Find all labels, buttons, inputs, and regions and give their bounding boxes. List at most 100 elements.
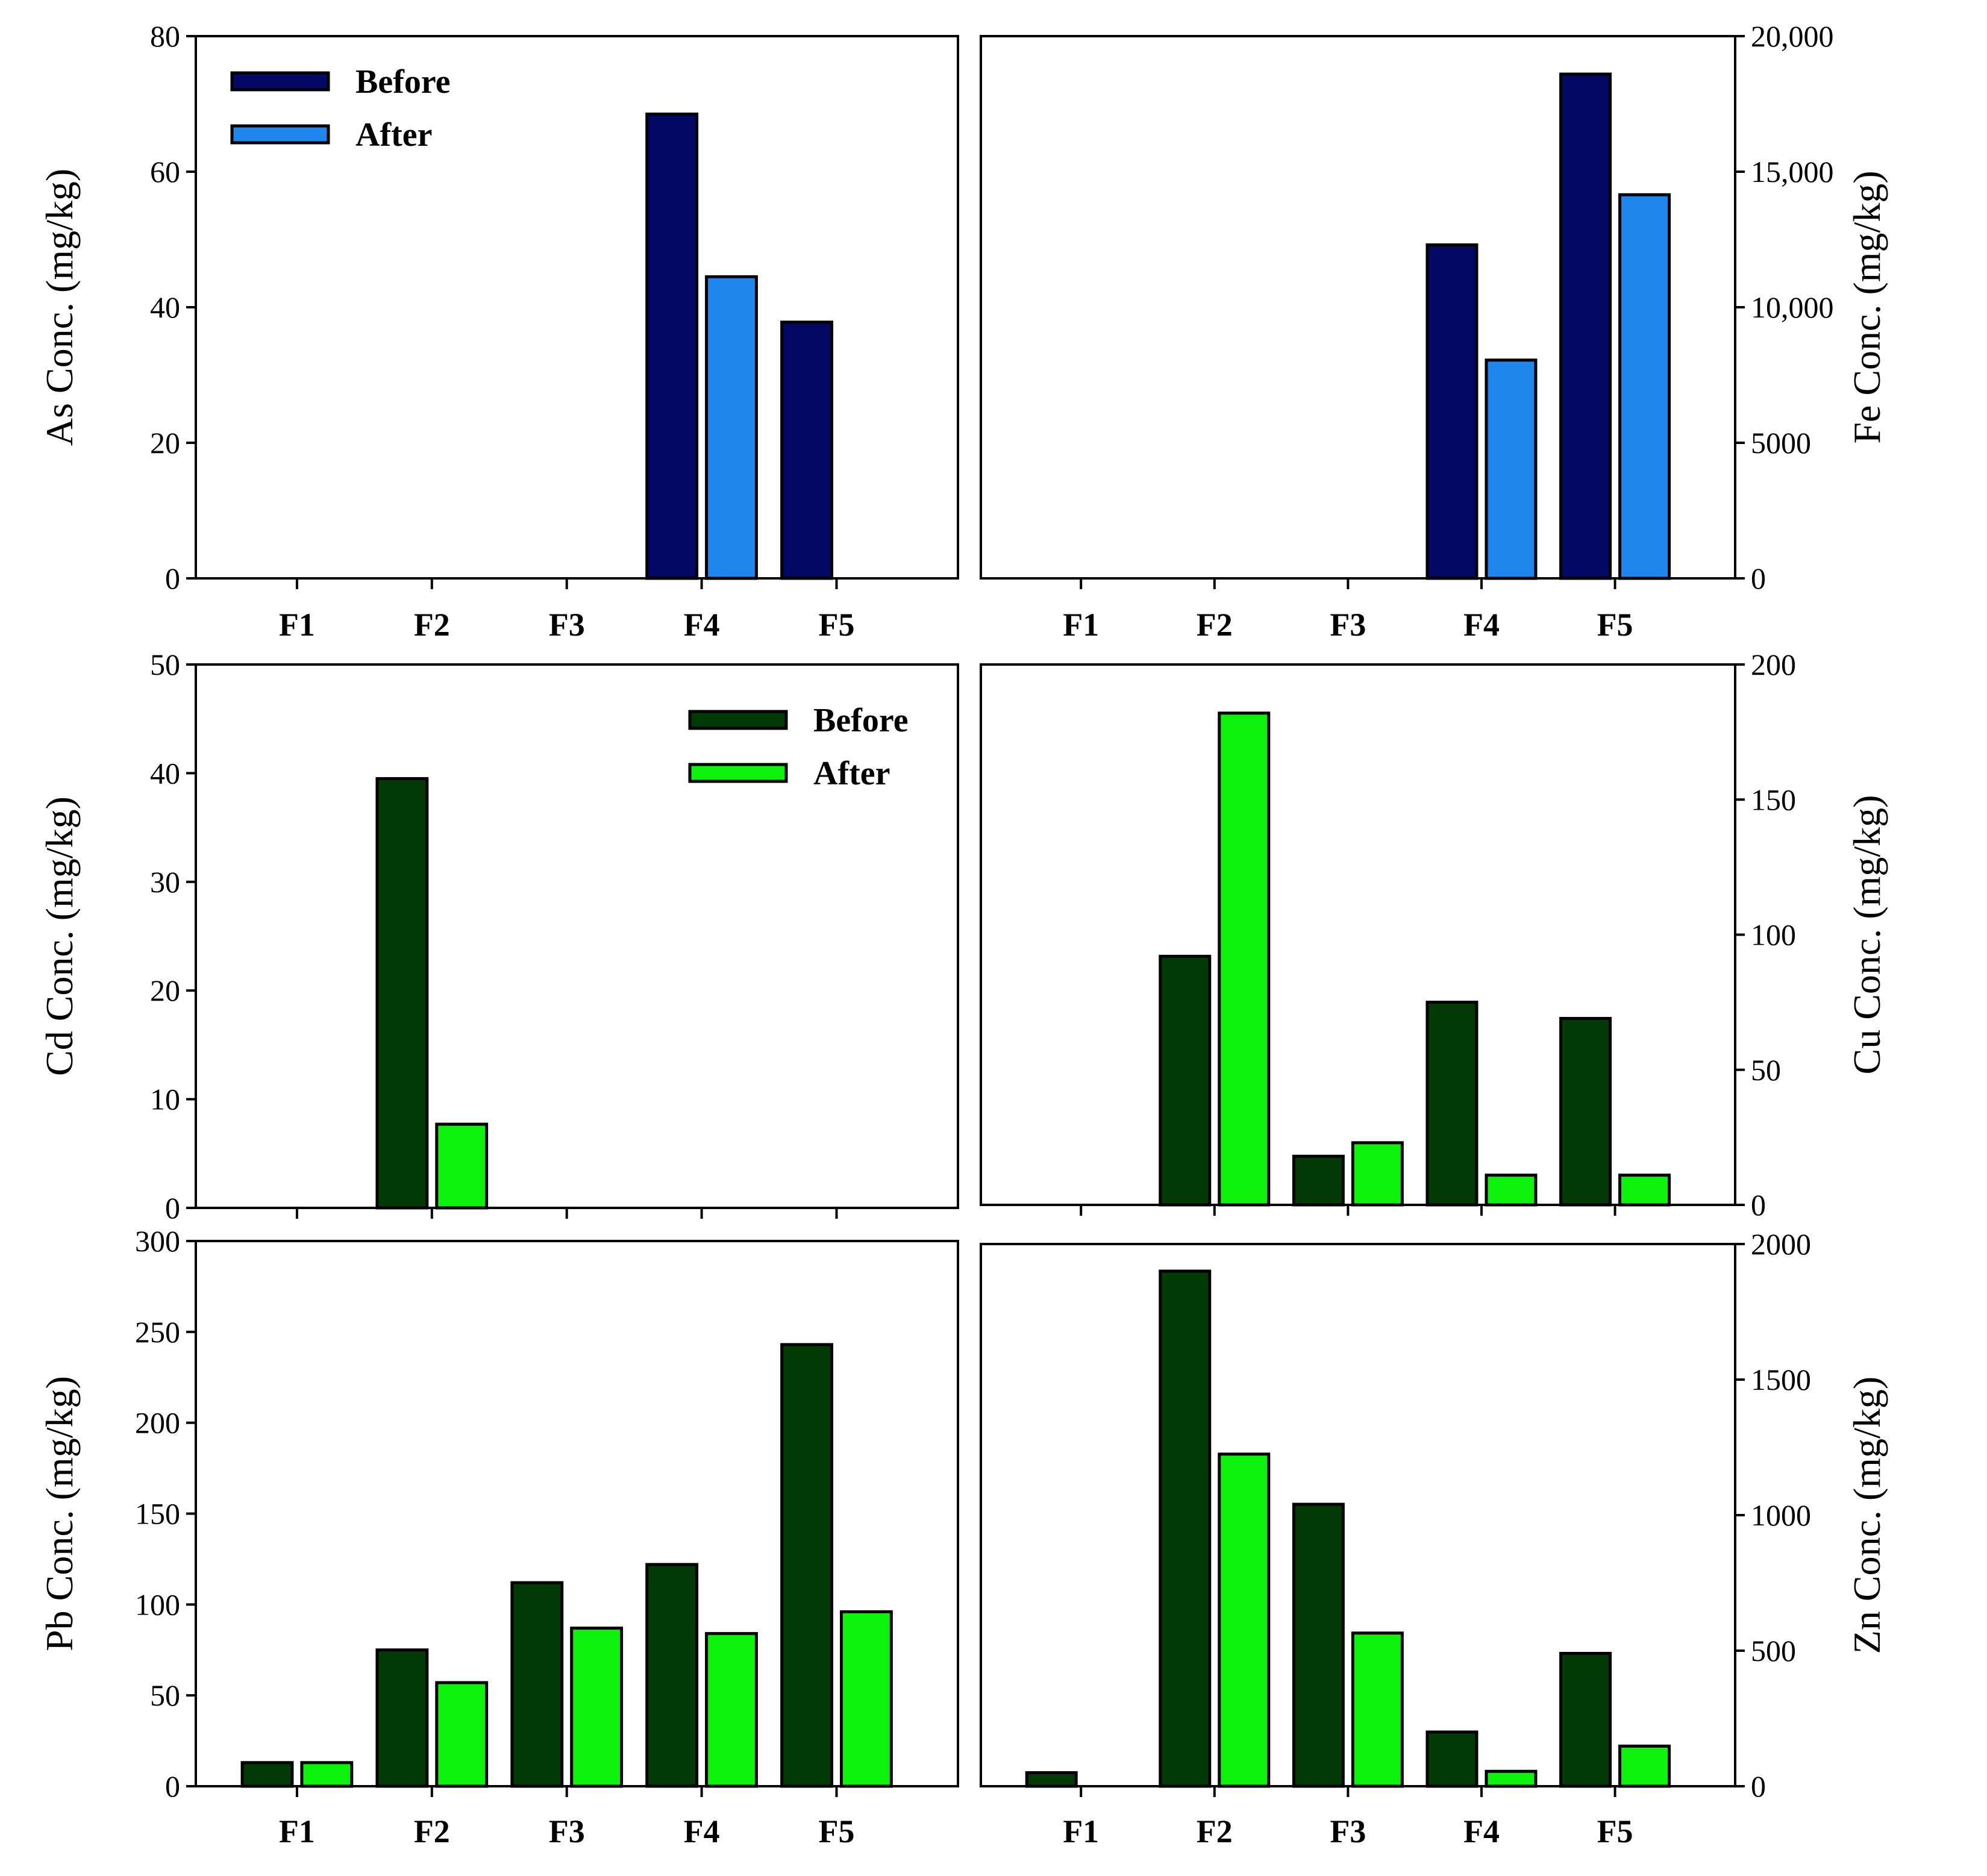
bar-cd-after-f2: [435, 1122, 489, 1210]
y-tick-label-zn: 1000: [1751, 1498, 1811, 1532]
bar-cu-after-f3: [1351, 1141, 1404, 1207]
chart-panel-fe: 0 5000 10,000 15,000 20,000 F1 F2 F3 F4 F5 Fe Conc…: [980, 19, 1888, 643]
y-axis-label-cd: Cd Conc. (mg/kg): [38, 796, 81, 1076]
y-tick-label-cu: 150: [1751, 783, 1796, 816]
y-tick-label-cd: 50: [150, 648, 180, 681]
bar-pb-after-f4: [705, 1632, 758, 1788]
y-tick-label-fe: 0: [1751, 561, 1766, 595]
legend-swatch-after: [688, 763, 788, 783]
y-axis-label-zn: Zn Conc. (mg/kg): [1845, 1377, 1888, 1654]
bar-zn-after-f4: [1485, 1769, 1538, 1788]
x-tick-label-pb: F2: [414, 1813, 450, 1849]
chart-panel-cd: 0 10 20 30 40 50 Cd Conc. (mg/kg) Before After: [38, 648, 959, 1225]
chart-panel-cu: 0 50 100 150 200 Cu Conc. (mg/kg): [980, 648, 1888, 1222]
bar-cu-before-f5: [1559, 1017, 1612, 1207]
y-tick-label-fe: 10,000: [1751, 290, 1834, 324]
legend-swatch-after: [230, 124, 330, 145]
x-tick-label-zn: F5: [1597, 1813, 1633, 1849]
y-axis-label-pb: Pb Conc. (mg/kg): [38, 1376, 81, 1651]
bar-pb-before-f5: [780, 1343, 833, 1788]
y-tick-label-pb: 50: [150, 1678, 180, 1712]
y-tick-label-pb: 0: [165, 1769, 180, 1803]
y-tick-label-cd: 40: [150, 756, 180, 790]
y-tick-label-cu: 100: [1751, 918, 1796, 952]
x-tick-label-as: F2: [414, 607, 450, 643]
bar-zn-before-f5: [1559, 1652, 1612, 1788]
y-tick-label-as: 20: [150, 426, 180, 460]
bar-as-after-f4: [705, 275, 758, 580]
x-tick-label-zn: F4: [1463, 1813, 1500, 1849]
legend-swatch-before: [230, 71, 330, 92]
legend-as: Before After: [230, 63, 451, 154]
bar-pb-before-f1: [240, 1761, 294, 1788]
bar-pb-before-f3: [510, 1581, 564, 1788]
y-tick-label-as: 60: [150, 155, 180, 189]
bar-zn-before-f3: [1292, 1502, 1345, 1788]
legend-label-after: After: [355, 116, 432, 154]
x-tick-label-pb: F1: [279, 1813, 315, 1849]
x-tick-label-zn: F1: [1063, 1813, 1099, 1849]
bar-pb-before-f2: [375, 1648, 429, 1788]
y-tick-label-cu: 0: [1751, 1188, 1766, 1222]
y-tick-label-pb: 150: [135, 1497, 180, 1531]
bar-cu-after-f4: [1485, 1174, 1538, 1207]
bar-pb-after-f5: [839, 1610, 893, 1788]
x-tick-label-as: F1: [279, 607, 315, 643]
bar-pb-before-f4: [645, 1563, 699, 1788]
bar-zn-before-f1: [1025, 1771, 1078, 1788]
bar-as-before-f4: [645, 112, 699, 580]
bar-pb-after-f3: [570, 1627, 624, 1788]
y-tick-label-pb: 200: [135, 1406, 180, 1440]
x-tick-label-as: F5: [818, 607, 854, 643]
y-tick-label-fe: 20,000: [1751, 19, 1834, 53]
y-tick-label-pb: 250: [135, 1315, 180, 1349]
y-tick-label-cd: 30: [150, 865, 180, 899]
y-tick-label-cu: 200: [1751, 648, 1796, 681]
y-tick-label-cd: 10: [150, 1083, 180, 1116]
legend-cd: Before After: [688, 702, 909, 792]
x-tick-label-fe: F3: [1330, 607, 1366, 643]
y-tick-label-fe: 5000: [1751, 426, 1811, 460]
bar-fe-before-f4: [1425, 243, 1479, 580]
plot-frame-as: [195, 35, 959, 580]
bar-zn-after-f5: [1618, 1744, 1671, 1788]
legend-label-before: Before: [813, 702, 909, 739]
bar-as-before-f5: [780, 320, 833, 580]
plot-frame-cu: [980, 663, 1736, 1206]
y-tick-label-as: 0: [165, 561, 180, 595]
x-tick-label-pb: F5: [818, 1813, 854, 1849]
legend-label-after: After: [813, 755, 890, 792]
y-axis-label-cu: Cu Conc. (mg/kg): [1845, 795, 1888, 1075]
y-axis-label-as: As Conc. (mg/kg): [38, 169, 81, 446]
chart-panel-zn: 0 500 1000 1500 2000 F1 F2 F3 F4 F5 Zn Conc. (mg/k…: [980, 1227, 1888, 1849]
x-tick-label-pb: F3: [549, 1813, 585, 1849]
y-tick-label-zn: 0: [1751, 1769, 1766, 1803]
bar-cu-after-f2: [1218, 711, 1271, 1207]
bar-fe-before-f5: [1559, 72, 1612, 580]
y-tick-label-cd: 20: [150, 974, 180, 1007]
x-tick-label-as: F4: [684, 607, 720, 643]
y-tick-label-fe: 15,000: [1751, 155, 1834, 189]
legend-label-before: Before: [355, 63, 451, 101]
x-tick-label-pb: F4: [684, 1813, 720, 1849]
bar-zn-after-f3: [1351, 1631, 1404, 1788]
bar-cu-before-f4: [1425, 1001, 1479, 1207]
y-tick-label-zn: 500: [1751, 1634, 1796, 1668]
bar-cu-before-f2: [1159, 954, 1212, 1207]
bar-zn-before-f4: [1425, 1730, 1479, 1788]
y-tick-label-cu: 50: [1751, 1053, 1781, 1087]
bar-zn-after-f2: [1218, 1452, 1271, 1788]
x-tick-label-fe: F2: [1197, 607, 1233, 643]
x-tick-label-fe: F5: [1597, 607, 1633, 643]
y-tick-label-as: 80: [150, 19, 180, 53]
chart-panel-pb: 0 50 100 150 200 250 300 F1 F2 F3 F4 F5 Pb Conc. (mg…: [38, 1224, 959, 1849]
y-axis-label-fe: Fe Conc. (mg/kg): [1845, 170, 1888, 443]
bar-pb-after-f2: [435, 1681, 489, 1788]
legend-swatch-before: [688, 710, 788, 730]
y-tick-label-as: 40: [150, 290, 180, 324]
bar-cu-before-f3: [1292, 1154, 1345, 1207]
bar-fe-after-f5: [1618, 193, 1671, 580]
y-tick-label-pb: 100: [135, 1587, 180, 1621]
x-tick-label-zn: F3: [1330, 1813, 1366, 1849]
bar-fe-after-f4: [1485, 358, 1538, 580]
